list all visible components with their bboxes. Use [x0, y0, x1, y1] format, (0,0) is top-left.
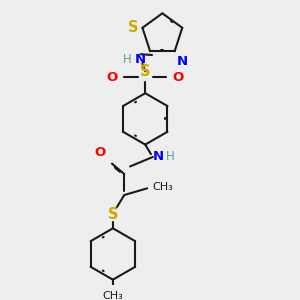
Text: H: H [166, 151, 175, 164]
Text: N: N [153, 151, 164, 164]
Text: N: N [177, 55, 188, 68]
Text: S: S [128, 20, 139, 35]
Text: O: O [173, 70, 184, 84]
Text: O: O [106, 70, 118, 84]
Text: H: H [123, 53, 132, 66]
Text: CH₃: CH₃ [103, 291, 123, 300]
Text: S: S [140, 64, 151, 79]
Text: S: S [108, 206, 118, 221]
Text: CH₃: CH₃ [152, 182, 173, 192]
Text: O: O [94, 146, 105, 159]
Text: N: N [135, 53, 146, 66]
